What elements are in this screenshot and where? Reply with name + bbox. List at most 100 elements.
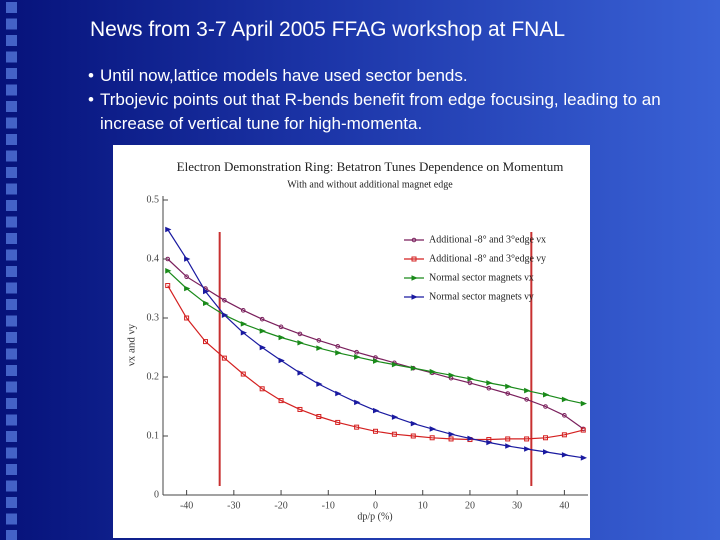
data-point xyxy=(561,396,569,403)
data-point xyxy=(203,339,208,345)
data-point xyxy=(278,334,285,341)
data-point xyxy=(203,288,210,295)
data-point xyxy=(316,414,322,420)
data-point xyxy=(391,431,397,437)
data-point xyxy=(562,413,567,418)
data-point xyxy=(316,338,322,343)
bullet: Trbojevic points out that R-bends benefi… xyxy=(88,88,663,136)
deco-square xyxy=(6,513,17,525)
data-point xyxy=(543,391,550,398)
deco-square xyxy=(6,282,17,294)
data-point xyxy=(505,436,511,442)
deco-square xyxy=(6,414,17,426)
deco-square xyxy=(6,299,17,310)
data-point xyxy=(524,446,531,452)
data-point xyxy=(165,268,172,274)
data-point xyxy=(297,331,303,337)
data-point xyxy=(580,455,588,461)
data-point xyxy=(429,426,436,432)
deco-square xyxy=(6,381,17,393)
data-point xyxy=(543,449,550,455)
deco-square xyxy=(6,233,17,244)
legend-marker xyxy=(411,275,418,281)
data-point xyxy=(221,355,227,361)
data-point xyxy=(448,431,455,437)
data-point xyxy=(543,404,548,409)
x-tick-label: -10 xyxy=(322,500,335,511)
legend-label: Normal sector magnets νx xyxy=(429,272,534,283)
data-point xyxy=(259,344,266,351)
y-tick-label: 0.4 xyxy=(147,253,160,264)
data-point xyxy=(373,428,378,434)
data-point xyxy=(240,329,248,336)
deco-square xyxy=(6,266,17,277)
data-point xyxy=(448,372,455,378)
data-point xyxy=(165,283,171,289)
data-point xyxy=(467,380,473,386)
data-point xyxy=(410,420,418,427)
deco-square xyxy=(6,101,17,112)
data-point xyxy=(240,321,248,327)
data-point xyxy=(259,386,265,392)
data-point xyxy=(165,256,171,262)
data-point xyxy=(410,433,416,439)
data-point xyxy=(165,226,172,233)
data-point xyxy=(391,414,399,420)
deco-square xyxy=(6,464,17,475)
deco-square xyxy=(6,365,17,376)
chart-title: Electron Demonstration Ring: Betatron Tu… xyxy=(177,159,564,174)
data-point xyxy=(184,315,190,321)
deco-square xyxy=(6,68,17,79)
x-tick-label: 40 xyxy=(559,500,569,511)
data-point xyxy=(354,349,359,355)
data-point xyxy=(505,443,512,449)
deco-square xyxy=(6,249,17,261)
legend-marker xyxy=(411,256,417,262)
data-point xyxy=(373,407,380,414)
slide-title: News from 3-7 April 2005 FFAG workshop a… xyxy=(90,18,566,41)
deco-square xyxy=(6,348,17,360)
deco-square xyxy=(6,200,17,211)
data-point xyxy=(316,381,323,387)
data-point xyxy=(448,436,454,442)
data-point xyxy=(524,397,529,402)
deco-square xyxy=(6,150,17,162)
series-line xyxy=(167,285,584,441)
x-tick-label: 30 xyxy=(512,500,522,511)
data-point xyxy=(184,256,191,262)
data-point xyxy=(297,340,304,346)
deco-square xyxy=(6,216,17,228)
data-point xyxy=(184,274,189,280)
deco-square xyxy=(6,117,17,129)
data-point xyxy=(429,368,436,375)
deco-square xyxy=(6,398,17,409)
data-point xyxy=(486,385,492,391)
data-point xyxy=(354,424,360,430)
data-point xyxy=(316,345,323,351)
data-point xyxy=(354,354,361,360)
legend-label: Additional -8° and 3°edge νy xyxy=(429,253,546,264)
data-point xyxy=(410,365,418,371)
data-point xyxy=(486,439,493,446)
deco-square xyxy=(6,447,17,459)
series-line xyxy=(167,258,584,430)
legend-marker xyxy=(411,294,418,300)
data-point xyxy=(391,361,399,368)
data-point xyxy=(467,376,474,382)
chart-subtitle: With and without additional magnet edge xyxy=(287,179,453,190)
legend-marker xyxy=(411,237,417,243)
x-axis-label: dp/p (%) xyxy=(357,511,392,522)
deco-square xyxy=(6,18,17,30)
data-point xyxy=(203,300,210,307)
y-tick-label: 0 xyxy=(154,489,159,500)
data-point xyxy=(297,370,304,376)
deco-square xyxy=(6,2,17,13)
x-tick-label: 10 xyxy=(418,500,428,511)
data-point xyxy=(259,328,266,334)
y-tick-label: 0.5 xyxy=(147,194,160,205)
data-point xyxy=(278,398,284,404)
data-point xyxy=(335,350,342,356)
legend-label: Normal sector magnets νy xyxy=(429,291,534,302)
y-tick-label: 0.1 xyxy=(147,430,160,441)
